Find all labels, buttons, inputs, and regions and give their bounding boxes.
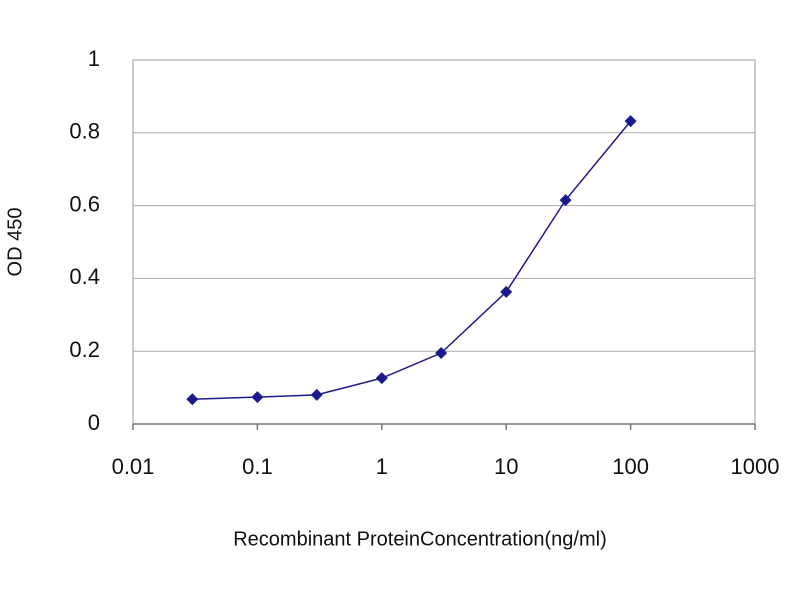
series-line <box>192 120 632 400</box>
x-tick-label: 10 <box>494 454 518 479</box>
data-point <box>375 372 388 385</box>
x-tick-label: 0.1 <box>242 454 273 479</box>
data-point <box>251 391 264 404</box>
y-tick-label: 0.6 <box>69 191 100 216</box>
y-tick-label: 0 <box>88 410 100 435</box>
x-tick-label: 1000 <box>731 454 780 479</box>
plot-area <box>132 59 756 425</box>
y-tick-label: 0.2 <box>69 337 100 362</box>
data-point <box>559 194 572 207</box>
data-point <box>310 388 323 401</box>
y-tick-label: 0.8 <box>69 119 100 144</box>
x-tick-label: 0.01 <box>112 454 155 479</box>
y-axis-label: OD 450 <box>4 208 26 277</box>
x-tick-label: 1 <box>376 454 388 479</box>
y-tick-label: 1 <box>88 46 100 71</box>
data-point <box>186 393 199 406</box>
data-point <box>624 115 637 128</box>
x-axis-label: Recombinant ProteinConcentration(ng/ml) <box>233 528 607 550</box>
data-point <box>435 347 448 360</box>
y-tick-label: 0.4 <box>69 264 100 289</box>
x-tick-label: 100 <box>612 454 649 479</box>
data-point <box>500 285 513 298</box>
